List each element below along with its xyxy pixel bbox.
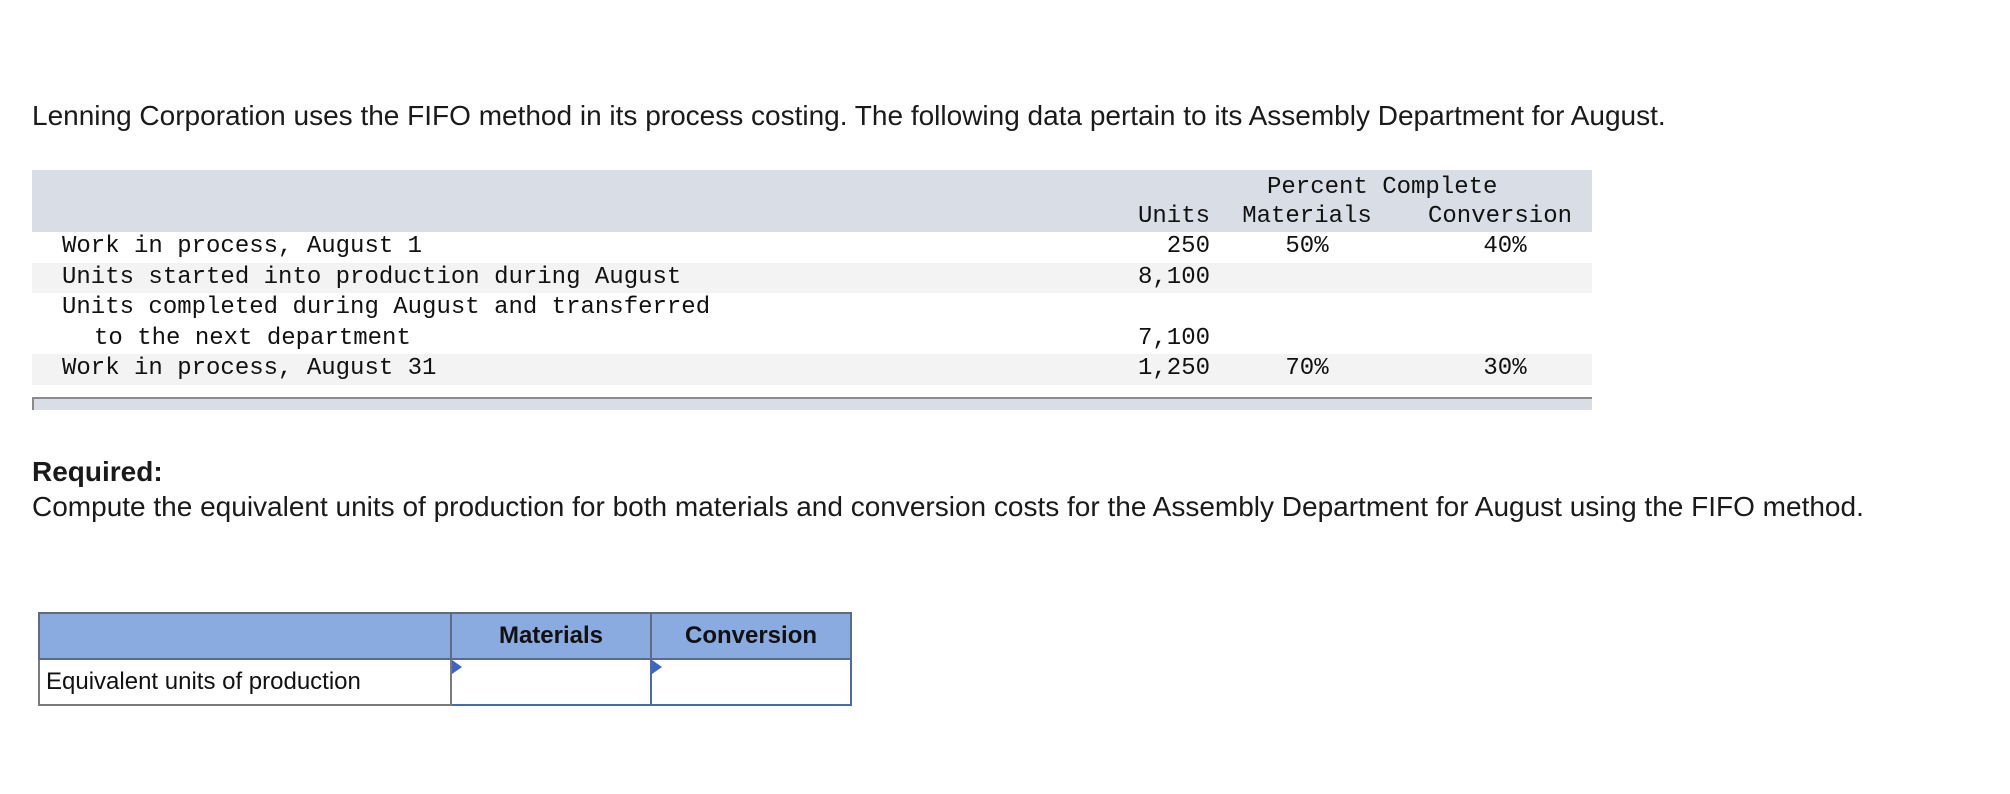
header-percent-complete: Percent Complete xyxy=(1267,174,1498,201)
row-units: 8,100 xyxy=(1137,263,1210,291)
row-units: 1,250 xyxy=(1137,355,1210,382)
answer-row-label: Equivalent units of production xyxy=(38,658,452,706)
process-data-table: Percent Complete Units Materials Convers… xyxy=(32,170,1592,410)
answer-header-row: Materials Conversion xyxy=(38,612,852,660)
header-units: Units xyxy=(1137,203,1210,230)
required-section: Required: Compute the equivalent units o… xyxy=(32,454,1972,524)
problem-intro: Lenning Corporation uses the FIFO method… xyxy=(32,100,1666,131)
data-table-header: Percent Complete Units Materials Convers… xyxy=(32,170,1592,232)
required-text: Compute the equivalent units of producti… xyxy=(32,491,1864,522)
answer-header-materials: Materials xyxy=(450,612,652,660)
answer-header-conversion: Conversion xyxy=(650,612,852,660)
answer-row: Equivalent units of production xyxy=(38,658,852,706)
header-conversion: Conversion xyxy=(1427,203,1573,230)
conversion-input-cell[interactable] xyxy=(650,658,852,706)
conversion-equivalent-units-input[interactable] xyxy=(652,661,850,703)
table-row: Units completed during August and transf… xyxy=(32,293,1592,324)
row-label: to the next department xyxy=(94,324,411,352)
data-table-footer xyxy=(32,396,1592,410)
row-materials: 70% xyxy=(1285,355,1329,382)
row-label: Units completed during August and transf… xyxy=(62,294,711,321)
row-units: 250 xyxy=(1166,233,1210,260)
table-row: to the next department 7,100 xyxy=(32,324,1592,355)
materials-equivalent-units-input[interactable] xyxy=(452,661,650,703)
table-row: Units started into production during Aug… xyxy=(32,262,1592,293)
table-row: Work in process, August 1 250 50% 40% xyxy=(32,232,1592,263)
row-label: Work in process, August 1 xyxy=(62,233,423,260)
table-row: Work in process, August 31 1,250 70% 30% xyxy=(32,354,1592,385)
row-conversion: 40% xyxy=(1483,233,1527,260)
header-materials: Materials xyxy=(1242,203,1372,230)
row-conversion: 30% xyxy=(1483,355,1527,382)
required-title: Required: xyxy=(32,456,163,487)
row-label: Work in process, August 31 xyxy=(62,355,437,382)
row-label: Units started into production during Aug… xyxy=(62,263,682,291)
answer-table: Materials Conversion Equivalent units of… xyxy=(38,612,852,706)
row-units: 7,100 xyxy=(1137,324,1210,352)
row-materials: 50% xyxy=(1285,233,1329,260)
materials-input-cell[interactable] xyxy=(450,658,652,706)
answer-header-blank xyxy=(38,612,452,660)
